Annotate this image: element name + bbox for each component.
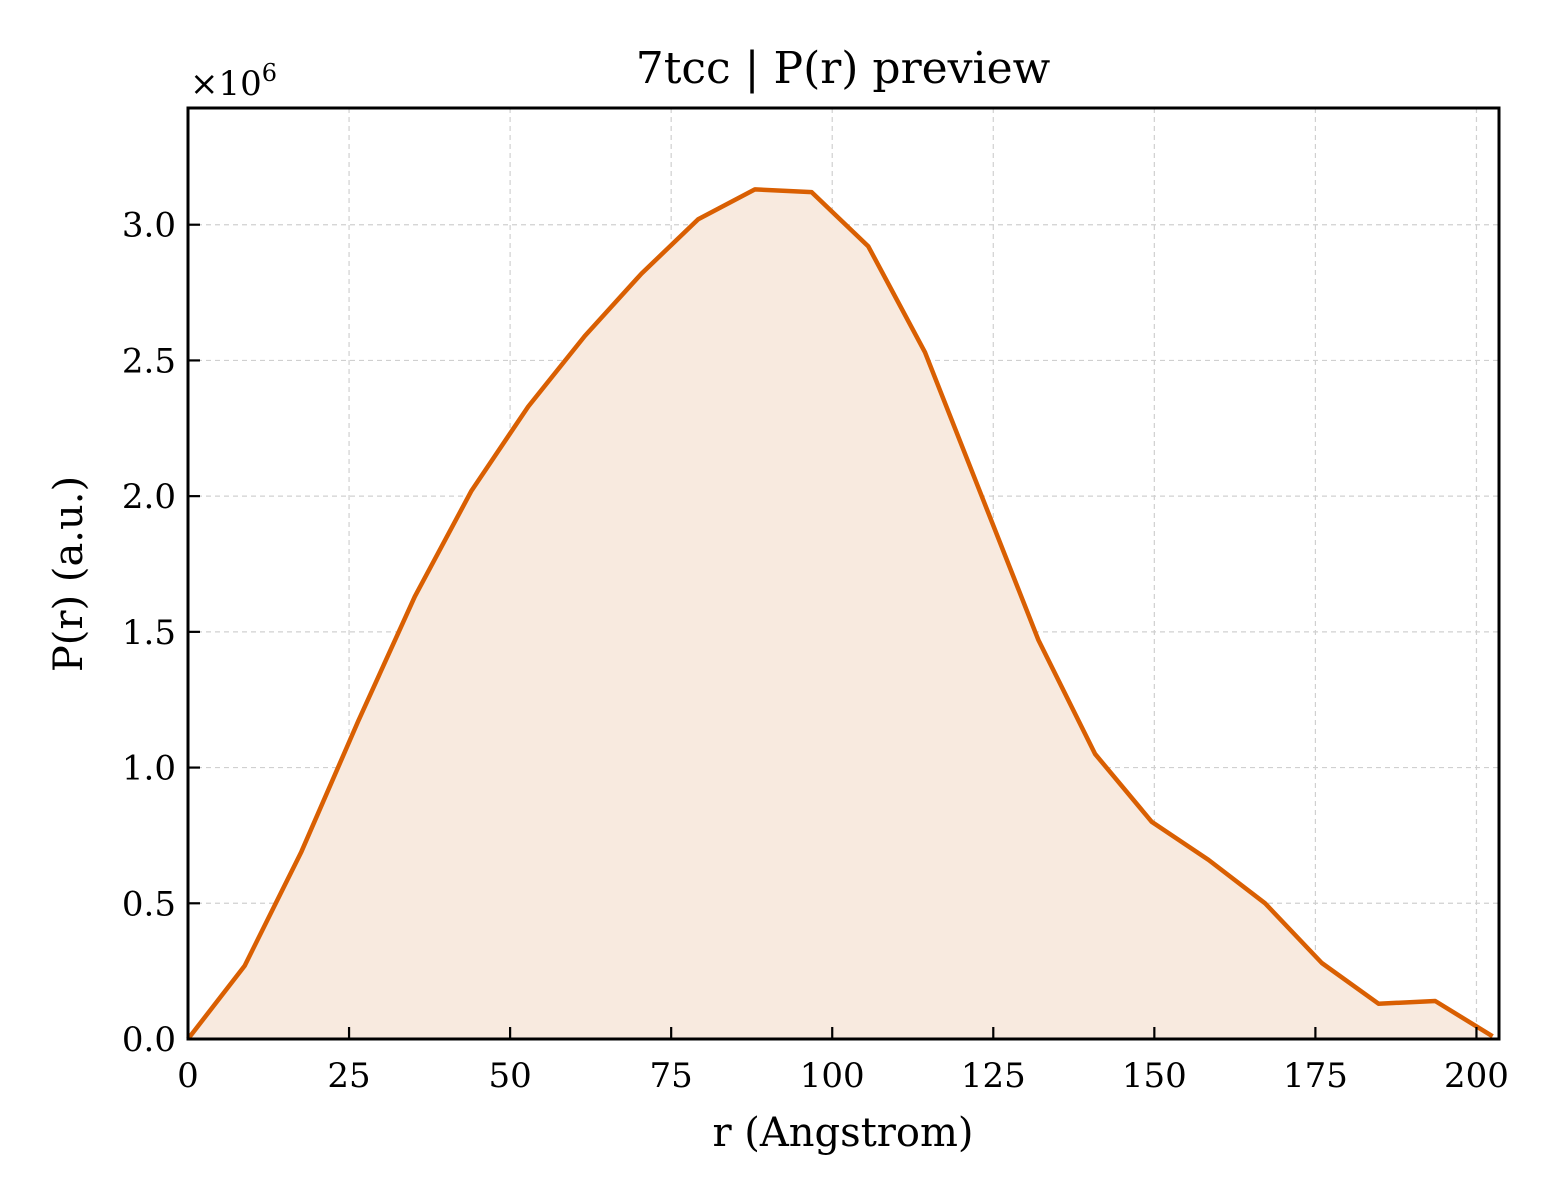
x-tick-label: 50 — [488, 1056, 531, 1096]
y-scale-multiplier: ×106 — [190, 59, 277, 104]
x-tick-label: 125 — [961, 1056, 1026, 1096]
x-tick-label: 100 — [800, 1056, 865, 1096]
y-axis-title: P(r) (a.u.) — [46, 476, 92, 672]
y-tick-label: 2.5 — [122, 341, 176, 381]
y-tick-label: 1.5 — [122, 613, 176, 653]
x-axis-title: r (Angstrom) — [712, 1110, 973, 1156]
x-tick-label: 0 — [177, 1056, 199, 1096]
x-tick-label: 200 — [1444, 1056, 1509, 1096]
y-scale-base: ×10 — [190, 64, 262, 104]
y-tick-label: 1.0 — [122, 749, 176, 789]
x-tick-label: 175 — [1283, 1056, 1348, 1096]
pr-series-line — [186, 187, 1494, 1041]
tick-layer: 0 25 50 75 100 125 150 175 200 0.0 0.5 1.0 1.5 2.0 2.5… — [122, 206, 1509, 1096]
y-tick-label: 0.5 — [122, 884, 176, 924]
pr-area-fill — [188, 189, 1493, 1039]
y-tick-label: 0.0 — [122, 1020, 176, 1060]
x-tick-label: 75 — [650, 1056, 693, 1096]
x-tick-label: 150 — [1122, 1056, 1187, 1096]
x-tick-label: 25 — [327, 1056, 370, 1096]
chart-title: 7tcc | P(r) preview — [636, 43, 1051, 94]
plot-frame — [186, 106, 1501, 1041]
y-tick-label: 2.0 — [122, 477, 176, 517]
y-tick-label: 3.0 — [122, 206, 176, 246]
y-scale-exponent: 6 — [262, 59, 277, 87]
